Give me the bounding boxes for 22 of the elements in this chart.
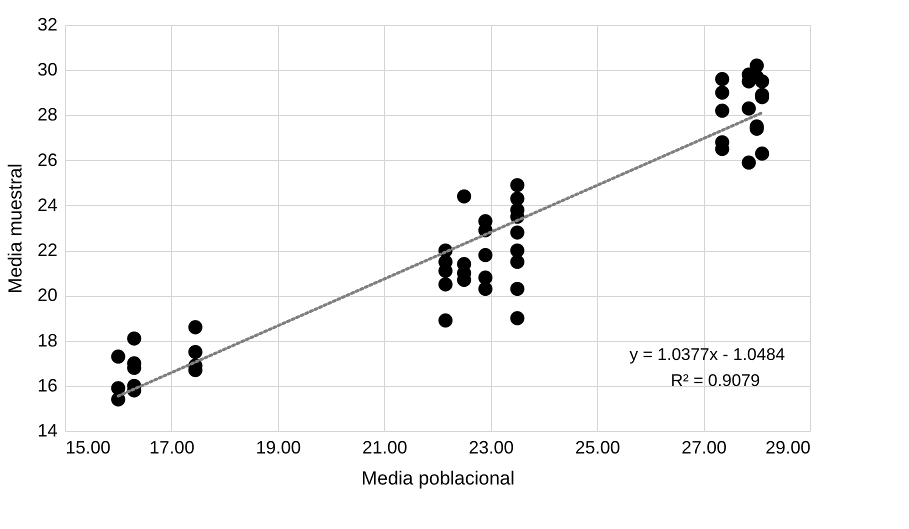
- y-axis-title: Media muestral: [5, 164, 26, 294]
- x-tick-label: 23.00: [468, 438, 514, 458]
- annotation: R² = 0.9079: [670, 371, 760, 390]
- y-tick-label: 24: [37, 194, 58, 215]
- y-tick-label: 30: [37, 60, 58, 80]
- x-tick-label: 21.00: [362, 438, 408, 458]
- x-tick-label: 25.00: [575, 438, 620, 458]
- x-tick-label: 27.00: [682, 438, 727, 458]
- y-tick-label: 22: [37, 240, 58, 260]
- y-tick-label: 20: [37, 285, 58, 306]
- x-tick-label: 19.00: [256, 438, 301, 458]
- y-tick-label: 28: [37, 104, 58, 125]
- annotation: y = 1.0377x - 1.0484: [630, 345, 785, 364]
- y-tick-label: 26: [37, 150, 58, 170]
- y-tick-label: 14: [37, 420, 58, 440]
- y-tick-label: 16: [37, 375, 58, 396]
- x-tick-label: 15.00: [66, 438, 111, 458]
- x-axis-title: Media poblacional: [361, 468, 515, 490]
- y-tick-label: 18: [37, 330, 58, 350]
- y-tick-label: 32: [37, 14, 58, 34]
- x-tick-label: 29.00: [765, 438, 810, 458]
- x-tick-label: 17.00: [149, 438, 194, 458]
